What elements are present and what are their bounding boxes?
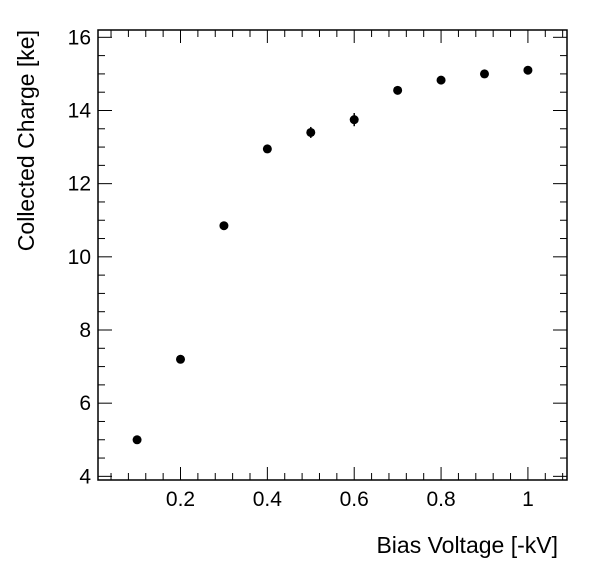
x-tick-label: 0.8	[426, 488, 455, 511]
y-axis-label: Collected Charge [ke]	[13, 30, 39, 251]
x-tick-label: 1	[522, 488, 534, 511]
data-point	[436, 75, 446, 85]
x-axis-ticks	[110, 30, 564, 480]
data-point	[479, 69, 489, 79]
data-point	[523, 65, 533, 75]
y-tick-label: 8	[79, 319, 91, 342]
x-tick-label: 0.2	[166, 488, 195, 511]
y-tick-label: 16	[68, 26, 91, 49]
y-tick-label: 10	[68, 246, 91, 269]
x-tick-label: 0.4	[253, 488, 283, 511]
y-tick-label: 6	[79, 392, 91, 415]
y-tick-label: 14	[68, 99, 92, 122]
y-axis-ticks	[98, 36, 567, 477]
y-tick-label: 4	[79, 465, 91, 488]
data-point	[306, 127, 316, 137]
y-tick-label: 12	[68, 173, 91, 196]
x-axis-label: Bias Voltage [-kV]	[376, 532, 558, 558]
data-point	[132, 435, 142, 445]
data-point	[176, 354, 186, 364]
data-point	[393, 85, 403, 95]
plot-frame	[97, 29, 568, 481]
data-series	[132, 65, 533, 445]
data-point	[262, 144, 272, 154]
x-tick-label: 0.6	[340, 488, 369, 511]
data-point	[349, 115, 359, 125]
y-axis-tick-labels: 4 6 8 10 12 14 16	[68, 26, 92, 488]
x-axis-tick-labels: 0.2 0.4 0.6 0.8 1	[166, 488, 534, 511]
data-point	[219, 221, 229, 231]
